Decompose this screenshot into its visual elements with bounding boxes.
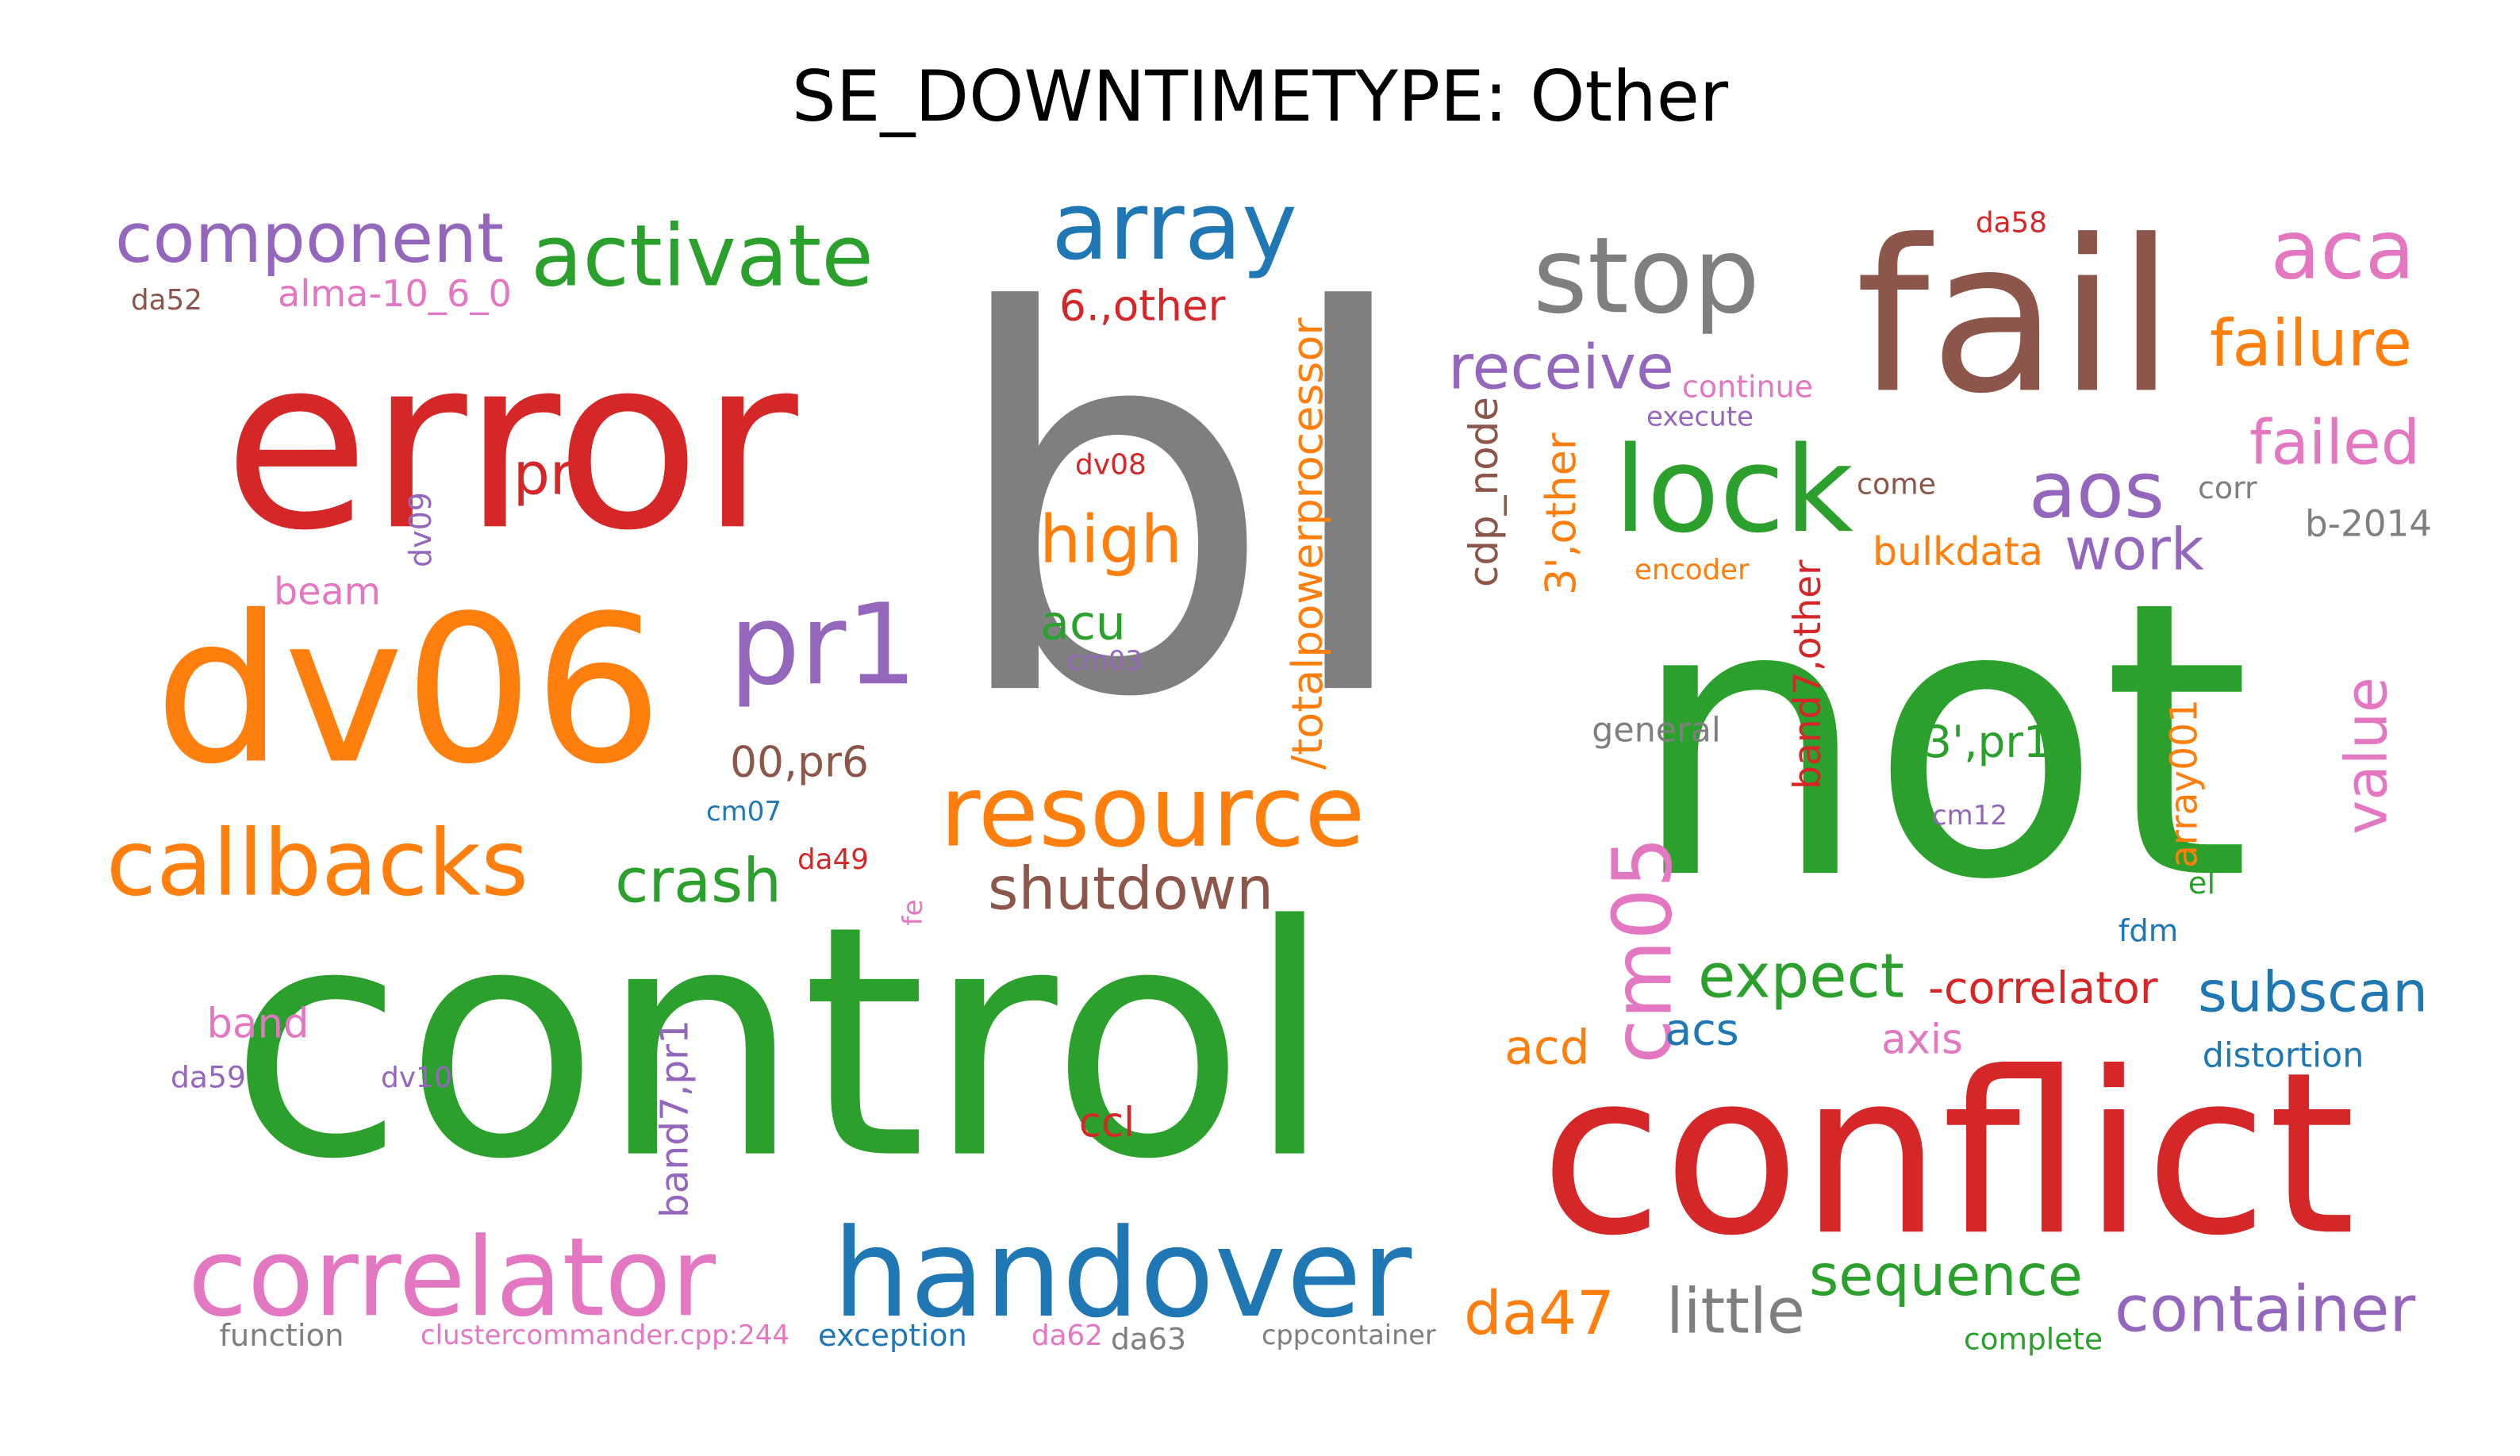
word-da47: da47 — [1464, 1278, 1615, 1348]
word-subscan: subscan — [2198, 959, 2428, 1024]
word-fe: fe — [897, 899, 929, 925]
word-value: value — [2334, 677, 2401, 834]
word-dv08: dv08 — [1075, 448, 1147, 481]
word-array: array — [1051, 171, 1297, 281]
word-lock: lock — [1614, 421, 1854, 559]
word-exception: exception — [818, 1318, 967, 1354]
word-el: el — [2188, 866, 2215, 901]
word-dv09: dv09 — [403, 492, 438, 567]
word-corr: corr — [2198, 471, 2257, 505]
word-not: not — [1629, 521, 2251, 962]
word-fdm: fdm — [2119, 913, 2178, 949]
word-dv10: dv10 — [381, 1062, 452, 1094]
word-come: come — [1857, 467, 1936, 501]
word-totalpowerprocessor: /totalpowerprocessor — [1282, 317, 1332, 770]
word-complete: complete — [1964, 1321, 2103, 1356]
word-receive: receive — [1448, 332, 1674, 403]
word-array001: array001 — [2163, 699, 2207, 868]
word-resource: resource — [940, 755, 1366, 869]
word-axis: axis — [1881, 1016, 1963, 1064]
word-da59: da59 — [171, 1060, 246, 1095]
word-cm03: cm03 — [1067, 645, 1143, 677]
word-beam: beam — [274, 570, 381, 613]
word-clustercommander-cpp-244: clustercommander.cpp:244 — [421, 1320, 789, 1351]
word-da62: da62 — [1031, 1320, 1103, 1352]
word-stop: stop — [1533, 215, 1760, 337]
word-handover: handover — [832, 1203, 1412, 1345]
word-container: container — [2115, 1273, 2415, 1347]
word-activate: activate — [531, 207, 874, 305]
word-distortion: distortion — [2203, 1036, 2364, 1076]
word-3-pr1: 3',pr1 — [1924, 716, 2051, 767]
figure-title: SE_DOWNTIMETYPE: Other — [791, 56, 1729, 137]
word-fail: fail — [1856, 195, 2176, 440]
word-continue: continue — [1682, 370, 1813, 405]
word-high: high — [1039, 502, 1182, 578]
word-expect: expect — [1698, 942, 1904, 1012]
word-function: function — [219, 1318, 344, 1354]
word-little: little — [1666, 1276, 1805, 1348]
word-callbacks: callbacks — [106, 810, 529, 916]
word-aca: aca — [2271, 203, 2415, 298]
word-band7-other: band7,other — [1786, 559, 1830, 789]
word-crash: crash — [615, 847, 782, 917]
word-da52: da52 — [131, 284, 202, 317]
word-bl: bl — [944, 204, 1421, 812]
word-control: control — [229, 858, 1334, 1229]
word-cppcontainer: cppcontainer — [1262, 1320, 1436, 1350]
word-error: error — [224, 305, 801, 582]
word-acs: acs — [1665, 1005, 1739, 1056]
word-acd: acd — [1504, 1020, 1590, 1076]
word-failure: failure — [2210, 306, 2412, 381]
word-da58: da58 — [1976, 206, 2047, 239]
word-dv06: dv06 — [155, 573, 663, 809]
word-general: general — [1592, 711, 1720, 751]
word-ccl: ccl — [1079, 1100, 1135, 1147]
word-cm05: cm05 — [1596, 836, 1690, 1064]
word-conflict: conflict — [1540, 1024, 2356, 1285]
word-3-other: 3',other — [1538, 432, 1586, 595]
word-correlator: -correlator — [1928, 963, 2158, 1014]
word-pr1: pr1 — [729, 580, 917, 710]
word-cm07: cm07 — [706, 796, 782, 828]
word-da63: da63 — [1111, 1322, 1186, 1357]
word-00-pr6: 00,pr6 — [730, 736, 869, 786]
word-bulkdata: bulkdata — [1873, 528, 2043, 574]
word-execute: execute — [1646, 401, 1754, 433]
word-aos: aos — [2029, 445, 2165, 536]
word-b-2014: b-2014 — [2305, 503, 2432, 545]
word-alma-10-6-0: alma-10_6_0 — [278, 272, 512, 315]
word-band: band — [207, 1001, 309, 1048]
word-sequence: sequence — [1809, 1243, 2083, 1308]
word-component: component — [115, 199, 504, 279]
word-work: work — [2065, 517, 2204, 584]
word-6-other: 6.,other — [1059, 281, 1226, 330]
word-pr: pr — [513, 442, 574, 509]
word-acu: acu — [1040, 596, 1125, 651]
word-band7-pr1: band7,pr1 — [653, 1020, 697, 1218]
word-da49: da49 — [797, 843, 869, 876]
word-failed: failed — [2249, 407, 2420, 478]
word-correlator: correlator — [188, 1215, 716, 1341]
word-shutdown: shutdown — [988, 856, 1273, 924]
word-cm12: cm12 — [1932, 800, 2007, 832]
word-cdp-node: cdp_node — [1461, 397, 1507, 587]
word-encoder: encoder — [1635, 554, 1750, 586]
